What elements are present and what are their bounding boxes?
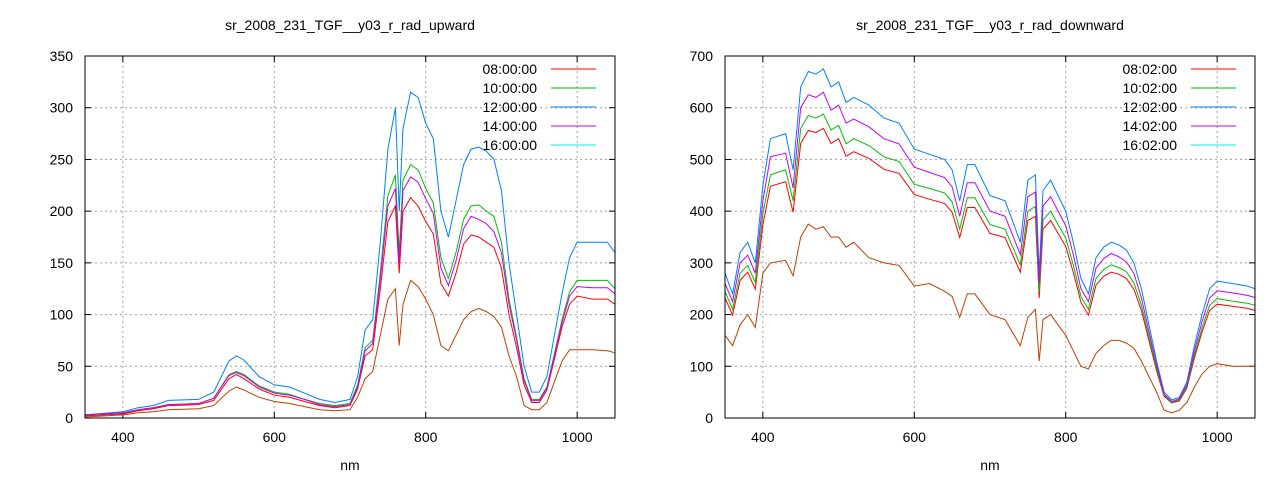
y-tick-label: 200 bbox=[50, 203, 74, 219]
series-line-10-00-00 bbox=[84, 163, 616, 416]
plot-frame bbox=[84, 55, 616, 419]
y-tick-label: 150 bbox=[50, 255, 74, 271]
x-tick-label: 1000 bbox=[1202, 429, 1233, 445]
legend-label: 12:00:00 bbox=[483, 99, 538, 115]
series-line-14-00-00 bbox=[84, 176, 616, 416]
y-tick-label: 100 bbox=[690, 358, 714, 374]
y-tick-label: 700 bbox=[690, 48, 714, 64]
x-tick-label: 600 bbox=[263, 429, 287, 445]
y-tick-label: 250 bbox=[50, 151, 74, 167]
x-tick-label: 400 bbox=[751, 429, 775, 445]
series-line-16-02-00 bbox=[724, 223, 1255, 414]
x-tick-label: 800 bbox=[1054, 429, 1078, 445]
y-tick-label: 200 bbox=[690, 307, 714, 323]
y-tick-label: 400 bbox=[690, 203, 714, 219]
legend-label: 10:02:00 bbox=[1123, 80, 1178, 96]
y-tick-label: 500 bbox=[690, 151, 714, 167]
series-line-10-02-00 bbox=[724, 113, 1256, 404]
y-tick-label: 600 bbox=[690, 100, 714, 116]
x-tick-label: 400 bbox=[111, 429, 135, 445]
y-tick-label: 300 bbox=[50, 100, 74, 116]
y-tick-label: 0 bbox=[65, 410, 73, 426]
y-tick-label: 350 bbox=[50, 48, 74, 64]
legend-label: 08:02:00 bbox=[1123, 61, 1178, 77]
x-axis-label: nm bbox=[980, 457, 999, 473]
y-tick-label: 300 bbox=[690, 255, 714, 271]
plot-frame bbox=[724, 55, 1256, 419]
series-line-08-00-00 bbox=[84, 196, 616, 417]
y-tick-label: 50 bbox=[57, 358, 73, 374]
legend-label: 16:02:00 bbox=[1123, 137, 1178, 153]
x-axis-label: nm bbox=[340, 457, 359, 473]
legend: 08:00:00 10:00:00 12:00:00 14:00:00 16:00:00 bbox=[483, 61, 596, 153]
series-line-12-02-00 bbox=[724, 68, 1256, 401]
legend-label: 16:00:00 bbox=[483, 137, 538, 153]
series-line-16-00-00 bbox=[84, 279, 616, 418]
series-line-12-00-00 bbox=[84, 91, 616, 416]
legend-label: 08:00:00 bbox=[483, 61, 538, 77]
y-tick-label: 100 bbox=[50, 307, 74, 323]
series-line-14-02-00 bbox=[724, 91, 1256, 403]
legend-label: 14:02:00 bbox=[1123, 118, 1178, 134]
chart-title: sr_2008_231_TGF__y03_r_rad_downward bbox=[856, 17, 1124, 33]
series-line-08-02-00 bbox=[724, 127, 1256, 404]
legend-label: 10:00:00 bbox=[483, 80, 538, 96]
x-tick-label: 600 bbox=[903, 429, 927, 445]
x-tick-label: 800 bbox=[414, 429, 438, 445]
chart-title: sr_2008_231_TGF__y03_r_rad_upward bbox=[225, 17, 475, 33]
x-tick-label: 1000 bbox=[562, 429, 593, 445]
y-tick-label: 0 bbox=[705, 410, 713, 426]
legend-label: 12:02:00 bbox=[1123, 99, 1178, 115]
legend: 08:02:00 10:02:00 12:02:00 14:02:00 16:02:00 bbox=[1123, 61, 1236, 153]
legend-label: 14:00:00 bbox=[483, 118, 538, 134]
